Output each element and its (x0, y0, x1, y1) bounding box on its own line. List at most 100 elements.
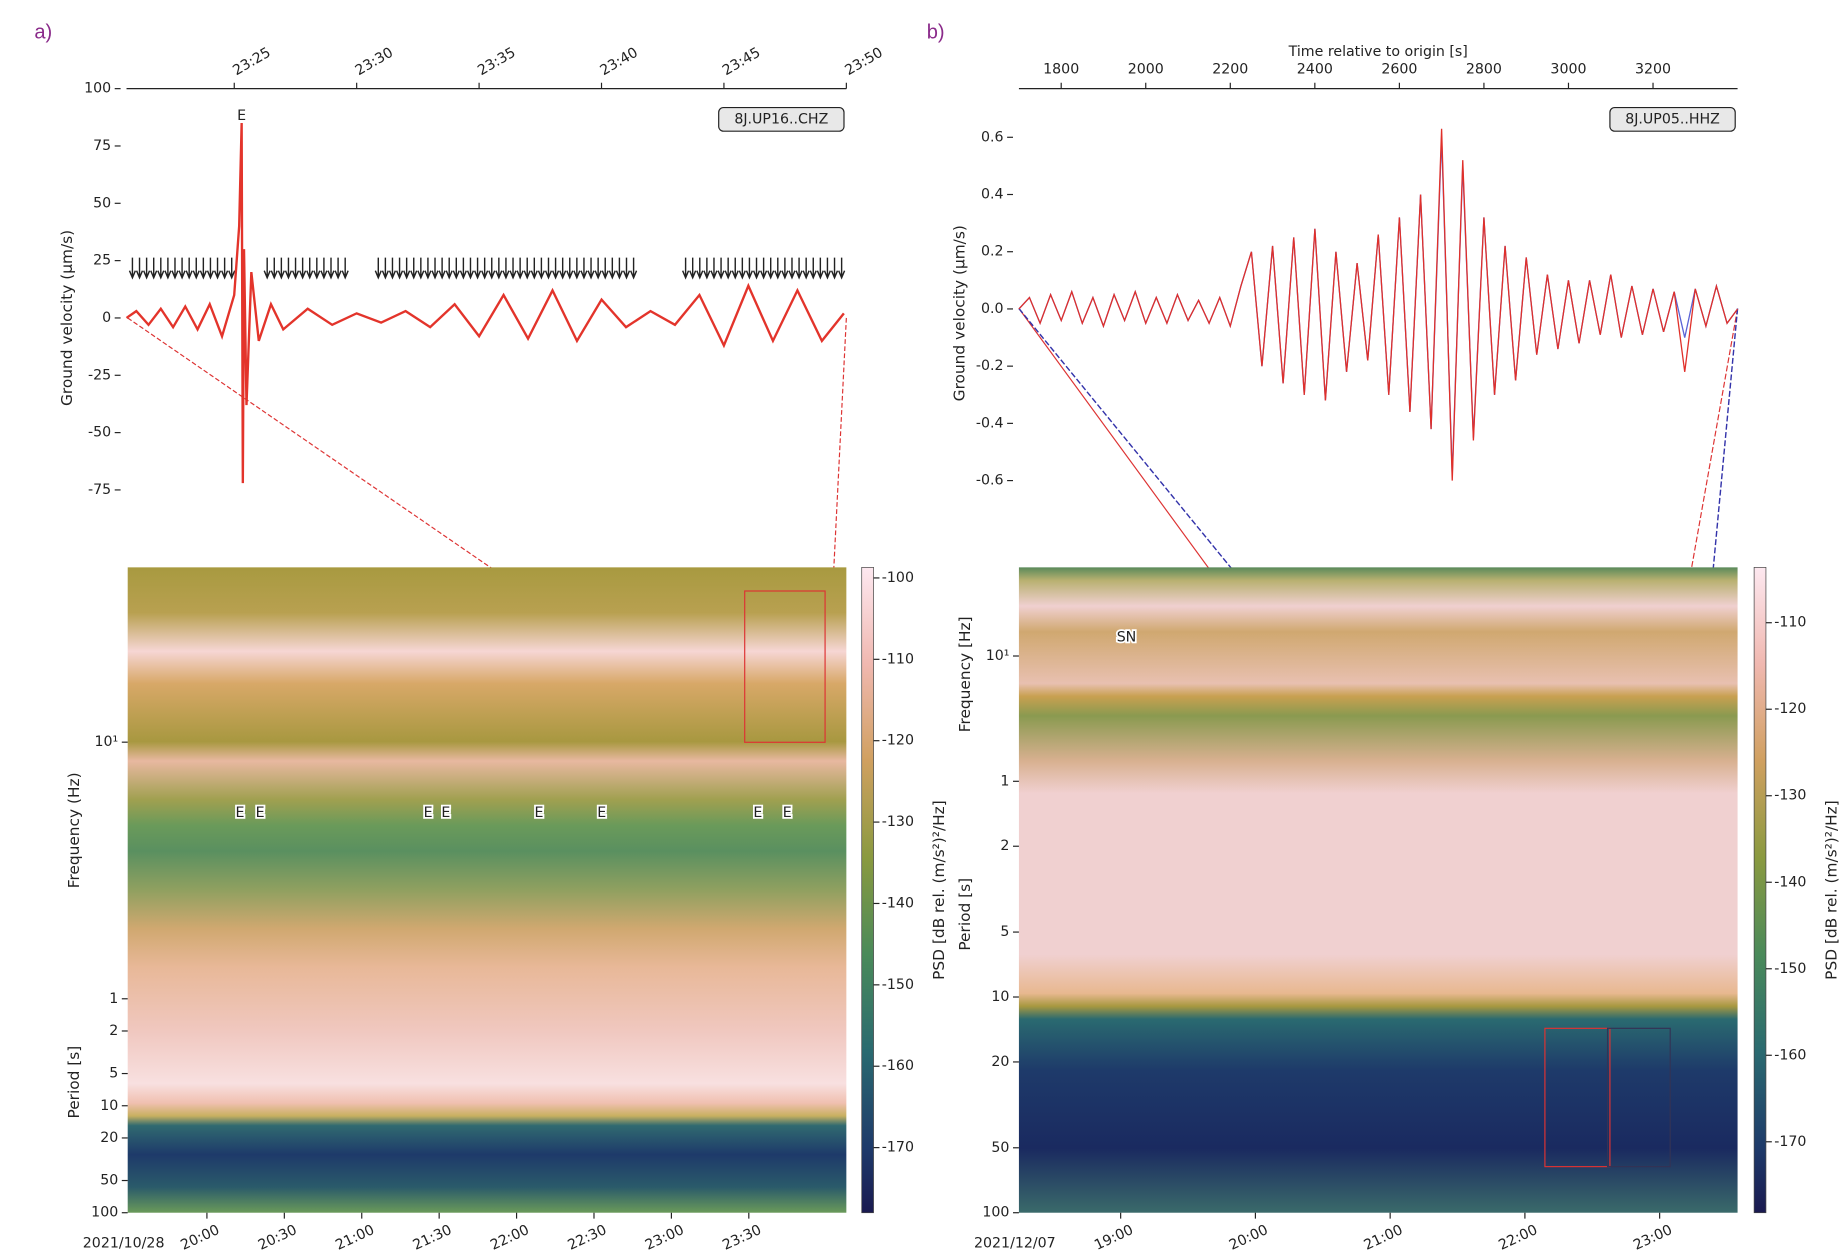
panel-label: b) (927, 21, 945, 43)
event-arrow (809, 257, 817, 280)
event-arrow (738, 257, 746, 280)
colorbar-tick-label: -120 (1774, 701, 1806, 717)
event-arrow (509, 257, 517, 280)
x-tick-label: 23:00 (1631, 1222, 1675, 1254)
zoom-box (1544, 1027, 1611, 1168)
x-tick-label: 23:40 (598, 45, 641, 79)
event-arrow (424, 257, 432, 280)
y-tick-label: -25 (88, 367, 111, 383)
event-arrow (221, 257, 229, 280)
station-label: 8J.UP05..HHZ (1625, 111, 1720, 127)
date-label: 2021/10/28 (83, 1235, 165, 1251)
event-arrow (150, 257, 158, 280)
event-arrow (696, 257, 704, 280)
event-arrow (502, 257, 510, 280)
date-label: 2021/12/07 (974, 1235, 1056, 1251)
event-arrow (178, 257, 186, 280)
event-arrow (703, 257, 711, 280)
x-tick-label: 2400 (1297, 62, 1333, 78)
y-tick-label: 50 (93, 195, 111, 211)
x-tick-label: 23:35 (475, 45, 518, 79)
y-axis-title: Ground velocity (µm/s) (950, 225, 968, 401)
annotation: E (256, 805, 265, 821)
x-tick-label: 1800 (1043, 62, 1079, 78)
colorbar-tick-label: -160 (882, 1058, 914, 1074)
x-tick-label: 23:30 (720, 1222, 764, 1254)
event-arrow (580, 257, 588, 280)
x-tick-label: 3200 (1635, 62, 1671, 78)
event-arrow (228, 257, 236, 280)
event-arrow (128, 257, 137, 280)
annotation: E (237, 108, 246, 124)
event-arrow (710, 257, 718, 280)
event-arrow (192, 257, 200, 280)
colorbar-title: PSD [dB rel. (m/s²)²/Hz] (1823, 800, 1841, 980)
event-arrow (213, 257, 222, 280)
event-arrow (284, 257, 293, 280)
y-axis-title: Ground velocity (µm/s) (58, 230, 76, 406)
event-arrow (573, 257, 581, 280)
y-tick-label: 100 (84, 81, 111, 97)
event-arrow (481, 257, 489, 280)
event-arrow (816, 257, 824, 280)
event-arrow (171, 257, 179, 280)
x-tick-label: 22:00 (1496, 1222, 1540, 1254)
y-tick-label: -50 (88, 425, 111, 441)
event-arrow (143, 257, 151, 280)
period-tick-label: 10 (100, 1098, 118, 1114)
zoom-connector (127, 317, 746, 743)
colorbar-tick-label: -120 (882, 733, 914, 749)
x-tick-label: 23:00 (643, 1222, 687, 1254)
y-tick-label: 1 (109, 991, 118, 1007)
event-arrow (767, 257, 775, 280)
station-box (1609, 106, 1736, 132)
y-tick-label: 10¹ (986, 648, 1010, 664)
event-arrow (466, 257, 475, 280)
event-arrow (313, 257, 321, 280)
period-tick-label: 5 (1000, 924, 1009, 940)
event-arrow (760, 257, 768, 280)
period-tick-label: 5 (109, 1066, 118, 1082)
event-arrow (681, 257, 690, 280)
event-arrow (516, 257, 524, 280)
annotation: E (753, 805, 762, 821)
period-tick-label: 50 (991, 1140, 1009, 1156)
station-label: 8J.UP16..CHZ (734, 111, 828, 127)
event-arrow (781, 257, 789, 280)
y-tick-label: 75 (93, 138, 111, 154)
event-arrow (608, 257, 616, 280)
event-arrow (752, 257, 761, 280)
event-arrow (299, 257, 307, 280)
event-arrow (374, 257, 382, 280)
event-arrow (157, 257, 165, 280)
spectrogram-image (1018, 567, 1738, 1213)
event-arrow (388, 257, 397, 280)
event-arrow (334, 257, 342, 280)
period-tick-label: 100 (982, 1205, 1009, 1221)
x-tick-label: 3000 (1550, 62, 1586, 78)
event-arrow (206, 257, 215, 280)
event-arrow (788, 257, 796, 280)
event-arrow (601, 257, 609, 280)
event-arrow (530, 257, 538, 280)
y-tick-label: -0.2 (976, 358, 1004, 374)
event-arrow (495, 257, 503, 280)
event-arrow (488, 257, 496, 280)
event-arrow (459, 257, 467, 280)
colorbar-tick-label: -130 (1774, 788, 1806, 804)
x-tick-label: 20:30 (256, 1222, 300, 1254)
x-tick-label: 20:00 (1227, 1222, 1271, 1254)
event-arrow (559, 257, 567, 280)
event-arrow (551, 257, 560, 280)
y-tick-label: 25 (93, 253, 111, 269)
x-tick-label: 23:45 (720, 45, 763, 79)
event-arrow (270, 257, 278, 280)
annotation: E (535, 805, 544, 821)
annotation: E (597, 805, 606, 821)
waveform (125, 123, 845, 484)
event-arrow (445, 257, 453, 280)
event-arrow (381, 257, 389, 280)
y-tick-label: 0.2 (981, 244, 1004, 260)
x-tick-label: 22:30 (565, 1222, 609, 1254)
